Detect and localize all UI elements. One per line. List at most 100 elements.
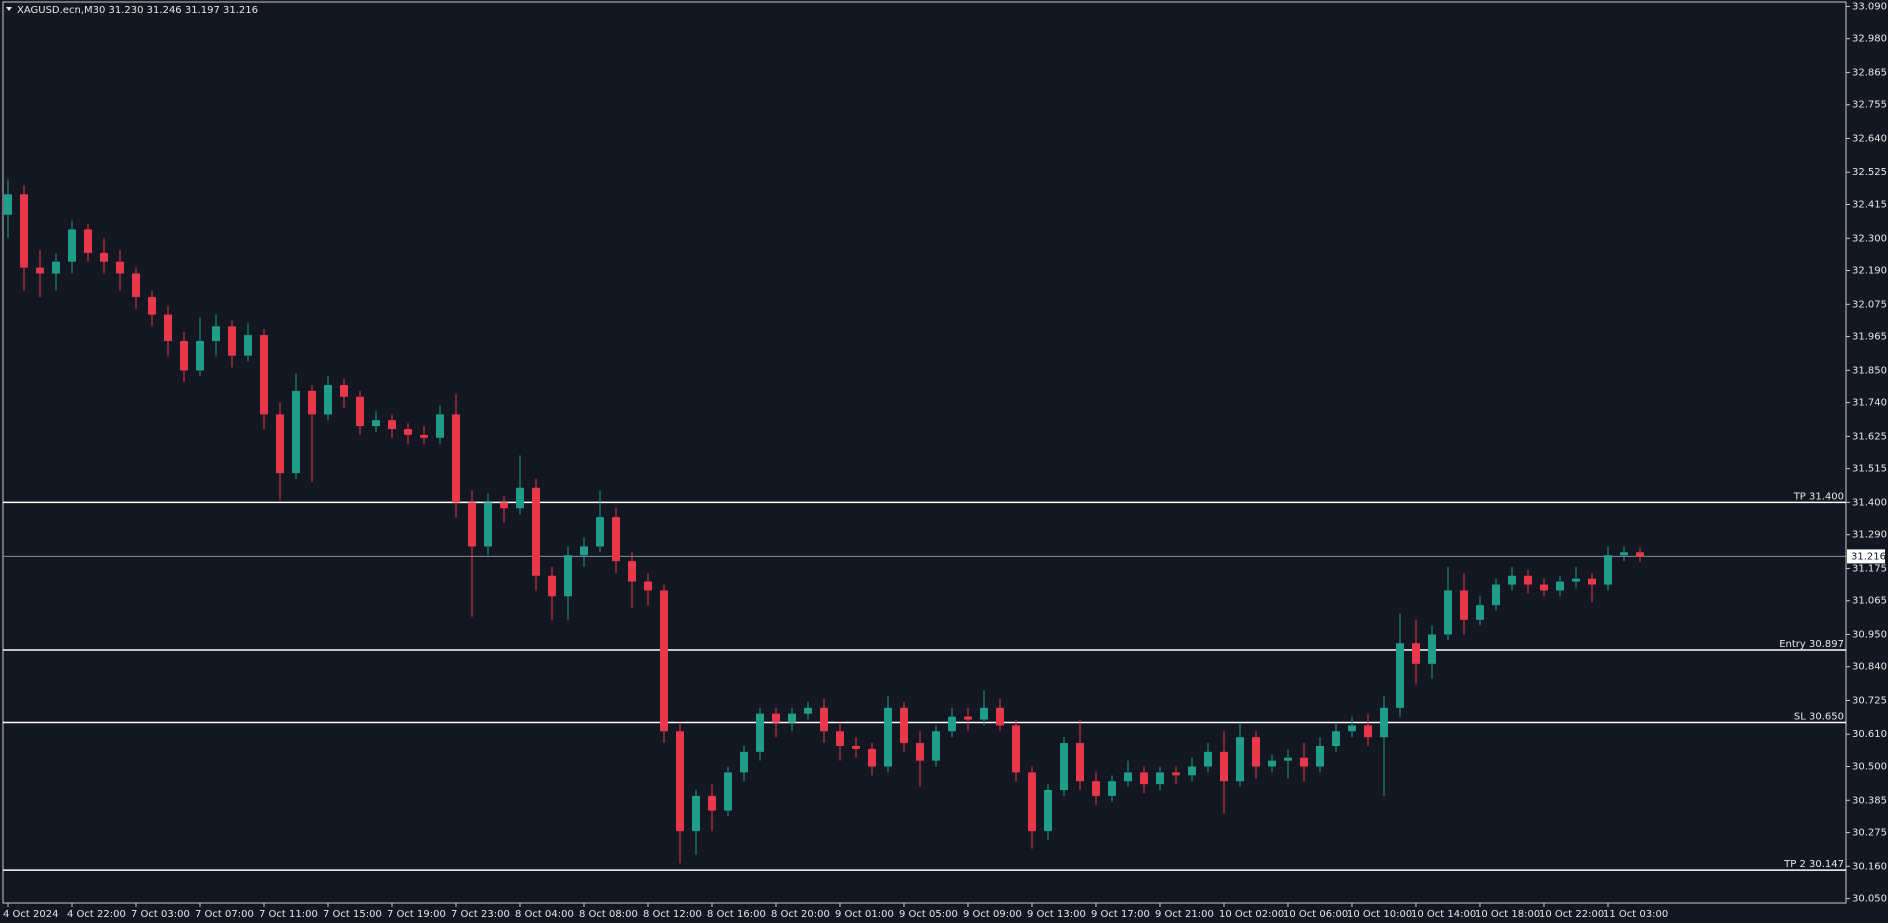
candle-body <box>276 414 284 474</box>
candle-body <box>532 487 540 576</box>
candle-body <box>1316 745 1324 767</box>
candle-body <box>980 707 988 720</box>
candle-body <box>1444 590 1452 635</box>
candle-body <box>804 707 812 714</box>
chart-title: XAGUSD.ecn,M30 31.230 31.246 31.197 31.2… <box>17 5 258 16</box>
x-tick-label: 9 Oct 01:00 <box>835 909 894 920</box>
candle-body <box>1076 743 1084 782</box>
candle-body <box>740 751 748 773</box>
candle-body <box>4 194 12 215</box>
candle-body <box>484 502 492 547</box>
x-tick-label: 9 Oct 09:00 <box>963 909 1022 920</box>
candle-body <box>84 229 92 253</box>
candle-body <box>404 429 412 435</box>
y-tick-label: 32.300 <box>1852 233 1887 244</box>
x-tick-label: 10 Oct 14:00 <box>1411 909 1476 920</box>
x-tick-label: 7 Oct 19:00 <box>387 909 446 920</box>
y-tick-label: 30.050 <box>1852 894 1887 905</box>
candle-body <box>1540 584 1548 591</box>
candle-body <box>676 731 684 832</box>
y-tick-label: 32.190 <box>1852 266 1887 277</box>
x-tick-label: 8 Oct 04:00 <box>515 909 574 920</box>
x-tick-label: 7 Oct 11:00 <box>259 909 318 920</box>
price-box <box>1847 549 1885 564</box>
x-tick-label: 8 Oct 12:00 <box>643 909 702 920</box>
candle-body <box>932 731 940 761</box>
candle-body <box>212 326 220 341</box>
y-tick-label: 30.160 <box>1852 861 1887 872</box>
menu-arrow[interactable] <box>6 7 12 11</box>
candle-body <box>500 502 508 509</box>
x-tick-label: 11 Oct 03:00 <box>1603 909 1668 920</box>
plot-frame <box>2 1 1847 904</box>
candle-body <box>68 229 76 262</box>
candle-body <box>20 194 28 268</box>
candle-body <box>788 713 796 723</box>
y-tick-label: 32.075 <box>1852 299 1887 310</box>
y-tick-label: 31.965 <box>1852 332 1887 343</box>
candle-body <box>164 314 172 341</box>
y-tick-label: 32.415 <box>1852 200 1887 211</box>
candle-body <box>148 296 156 315</box>
candle-body <box>1412 643 1420 664</box>
y-tick-label: 32.640 <box>1852 133 1887 144</box>
candle-body <box>1348 725 1356 732</box>
y-tick-label: 31.400 <box>1852 497 1887 508</box>
candle-body <box>580 546 588 556</box>
x-tick-label: 9 Oct 13:00 <box>1027 909 1086 920</box>
y-tick-label: 32.525 <box>1852 167 1887 178</box>
candle-body <box>596 517 604 547</box>
candle-body <box>372 420 380 427</box>
candle-body <box>852 745 860 749</box>
candle-body <box>1188 766 1196 776</box>
x-tick-label: 10 Oct 18:00 <box>1475 909 1540 920</box>
candle-body <box>1124 772 1132 782</box>
candle-body <box>100 252 108 262</box>
candle-body <box>516 487 524 509</box>
candle-body <box>1044 790 1052 832</box>
candle-body <box>692 795 700 832</box>
candle-body <box>1380 707 1388 738</box>
x-tick-label: 10 Oct 06:00 <box>1283 909 1348 920</box>
x-tick-label: 10 Oct 22:00 <box>1539 909 1604 920</box>
candle-body <box>820 707 828 732</box>
candle-body <box>388 420 396 430</box>
x-tick-label: 9 Oct 05:00 <box>899 909 958 920</box>
candle-body <box>1588 578 1596 585</box>
candle-body <box>964 716 972 720</box>
candle-body <box>340 384 348 397</box>
level-label: Entry 30.897 <box>1779 639 1844 650</box>
candle-body <box>1268 760 1276 767</box>
candle-body <box>1284 757 1292 761</box>
candle-body <box>1620 552 1628 556</box>
y-tick-label: 30.840 <box>1852 662 1887 673</box>
candle-body <box>1252 737 1260 767</box>
candle-body <box>948 716 956 732</box>
candle-body <box>612 517 620 562</box>
candle-body <box>548 575 556 597</box>
x-tick-label: 9 Oct 21:00 <box>1155 909 1214 920</box>
candle-body <box>1092 781 1100 796</box>
level-label: TP 2 30.147 <box>1783 859 1844 870</box>
y-tick-label: 31.175 <box>1852 563 1887 574</box>
y-tick-label: 31.515 <box>1852 464 1887 475</box>
candle-body <box>36 267 44 274</box>
y-tick-label: 30.610 <box>1852 729 1887 740</box>
candle-body <box>1604 555 1612 585</box>
candle-body <box>132 273 140 297</box>
candle-body <box>436 414 444 438</box>
candle-body <box>468 502 476 547</box>
candle-body <box>452 414 460 503</box>
candle-body <box>1012 725 1020 773</box>
y-tick-label: 33.090 <box>1852 1 1887 12</box>
y-tick-label: 31.290 <box>1852 530 1887 541</box>
x-tick-label: 9 Oct 17:00 <box>1091 909 1150 920</box>
candle-body <box>1300 757 1308 767</box>
candle-body <box>244 335 252 356</box>
candle-body <box>1060 743 1068 791</box>
candle-body <box>420 434 428 438</box>
y-tick-label: 30.385 <box>1852 795 1887 806</box>
candle-body <box>1156 772 1164 785</box>
